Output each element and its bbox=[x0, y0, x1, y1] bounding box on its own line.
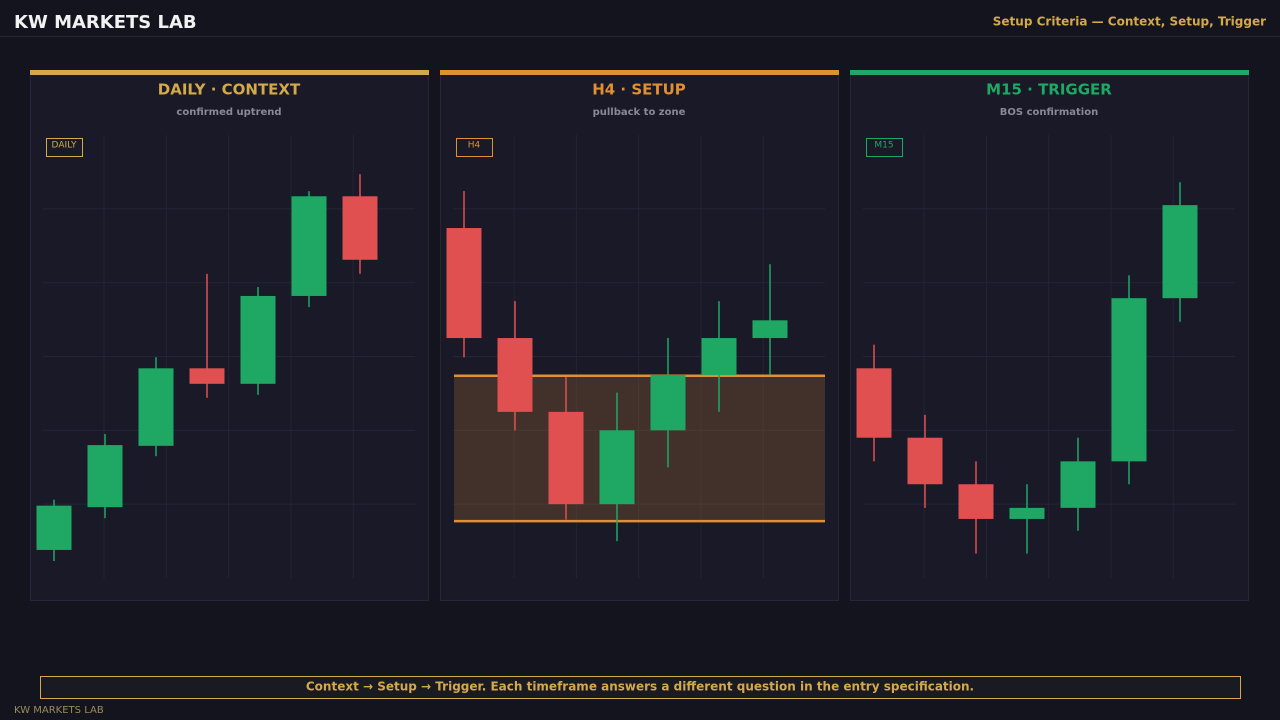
timeframe-badge bbox=[46, 138, 83, 157]
candle-body bbox=[497, 338, 533, 412]
panel bbox=[850, 70, 1249, 601]
candle-body bbox=[650, 374, 686, 431]
candle-body bbox=[1060, 461, 1096, 508]
panel bbox=[30, 70, 429, 601]
candle-body bbox=[752, 320, 788, 339]
panel-accent bbox=[30, 70, 429, 75]
candle-body bbox=[291, 196, 327, 296]
footer-brand: KW MARKETS LAB bbox=[14, 705, 104, 716]
candle-body bbox=[1111, 298, 1147, 462]
candle-body bbox=[87, 445, 123, 508]
header-subtitle: Setup Criteria — Context, Setup, Trigger bbox=[993, 15, 1266, 29]
header-title: KW MARKETS LAB bbox=[14, 12, 197, 33]
candle-body bbox=[446, 228, 482, 339]
panel-subtitle: BOS confirmation bbox=[1000, 107, 1098, 118]
panel-accent bbox=[440, 70, 839, 75]
candle-body bbox=[36, 505, 72, 550]
candle-body bbox=[548, 411, 584, 505]
candle-body bbox=[958, 484, 994, 519]
panel-subtitle: pullback to zone bbox=[593, 107, 686, 118]
candle-body bbox=[138, 368, 174, 446]
candle-body bbox=[342, 196, 378, 260]
candle-body bbox=[701, 338, 737, 375]
candle-body bbox=[599, 430, 635, 505]
timeframe-badge bbox=[866, 138, 903, 157]
candle-body bbox=[907, 437, 943, 485]
candle-body bbox=[240, 295, 276, 384]
candle-body bbox=[189, 368, 225, 384]
timeframe-badge-label: H4 bbox=[468, 141, 481, 151]
timeframe-badge-label: M15 bbox=[874, 141, 893, 151]
panel-title: DAILY · CONTEXT bbox=[158, 81, 301, 99]
candle-body bbox=[1162, 205, 1198, 299]
panel-title: M15 · TRIGGER bbox=[986, 81, 1112, 99]
panel-accent bbox=[850, 70, 1249, 75]
candle-body bbox=[1009, 507, 1045, 519]
panel-subtitle: confirmed uptrend bbox=[176, 107, 281, 118]
candle-body bbox=[856, 368, 892, 438]
timeframe-badge bbox=[456, 138, 493, 157]
footer-box bbox=[40, 676, 1241, 699]
footer-note: Context → Setup → Trigger. Each timefram… bbox=[306, 680, 974, 694]
timeframe-badge-label: DAILY bbox=[52, 141, 77, 151]
panel-title: H4 · SETUP bbox=[592, 81, 686, 99]
